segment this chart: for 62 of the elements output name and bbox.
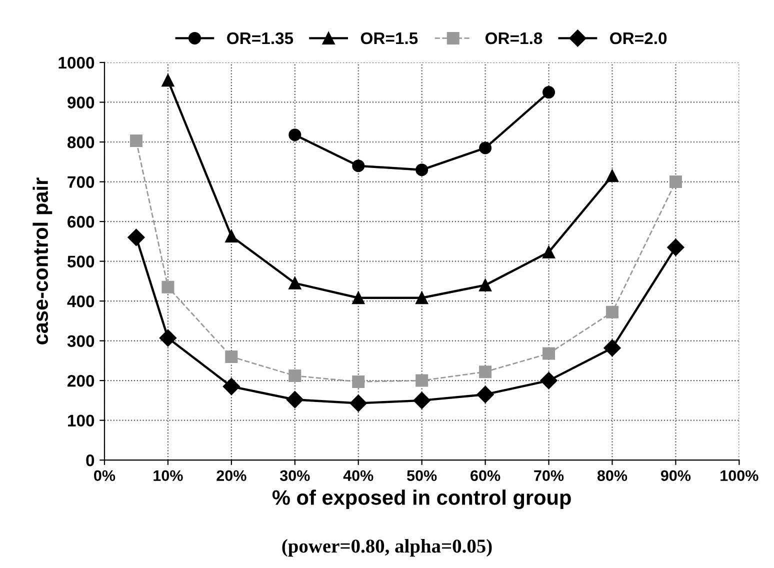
point <box>162 280 174 294</box>
point <box>350 394 367 412</box>
y-tick-label: 100 <box>68 414 94 427</box>
y-tick-label: 600 <box>68 216 94 228</box>
y-tick-label: 900 <box>68 96 94 108</box>
point <box>416 164 428 176</box>
point <box>225 230 238 242</box>
point <box>225 350 238 363</box>
point <box>162 74 174 87</box>
point <box>416 374 428 387</box>
point <box>416 292 428 304</box>
y-tick-label: 200 <box>68 374 94 387</box>
point <box>130 134 142 148</box>
point <box>606 306 618 318</box>
point <box>352 376 365 388</box>
point <box>606 170 618 182</box>
y-tick-label: 1000 <box>58 56 94 69</box>
legend-label: OR=1.8 <box>485 32 542 44</box>
point <box>476 386 494 404</box>
x-tick-label: 40% <box>343 470 374 482</box>
x-axis-title: % of exposed in control group <box>272 490 571 510</box>
x-tick-label: 100% <box>720 470 758 482</box>
point <box>222 378 240 396</box>
legend-label: OR=2.0 <box>610 32 667 44</box>
legend-label: OR=1.35 <box>227 32 294 44</box>
y-tick-label: 0 <box>86 454 94 466</box>
x-tick-label: 30% <box>280 470 310 482</box>
point <box>667 238 684 256</box>
point <box>288 276 302 290</box>
x-tick-label: 0% <box>94 470 116 482</box>
point <box>352 292 365 304</box>
legend-label: OR=1.5 <box>360 32 418 44</box>
point <box>540 372 558 390</box>
point <box>288 370 302 382</box>
x-tick-label: 10% <box>154 470 183 482</box>
point <box>288 128 302 142</box>
point <box>128 228 145 246</box>
point <box>352 160 365 172</box>
x-tick-label: 50% <box>407 470 437 482</box>
text: (power=0.80, alpha=0.05) <box>282 539 492 557</box>
point <box>542 246 556 258</box>
y-tick-label: 500 <box>67 256 94 268</box>
x-tick-label: 60% <box>470 470 500 482</box>
point <box>479 278 492 292</box>
point <box>542 86 556 99</box>
y-axis-title: case-control pair <box>32 178 52 344</box>
y-tick-label: 700 <box>68 176 94 188</box>
point <box>542 347 556 360</box>
point <box>479 142 492 154</box>
point <box>413 392 430 409</box>
point <box>669 176 682 188</box>
point <box>604 339 621 357</box>
x-tick-label: 70% <box>534 470 564 482</box>
point <box>479 366 492 378</box>
x-tick-label: 20% <box>216 470 246 482</box>
y-tick-label: 800 <box>67 136 94 148</box>
point <box>159 329 177 347</box>
y-tick-label: 400 <box>67 295 94 308</box>
x-tick-label: 80% <box>597 470 628 482</box>
y-tick-label: 300 <box>67 335 94 348</box>
x-tick-label: 90% <box>660 470 691 482</box>
point <box>286 391 304 408</box>
